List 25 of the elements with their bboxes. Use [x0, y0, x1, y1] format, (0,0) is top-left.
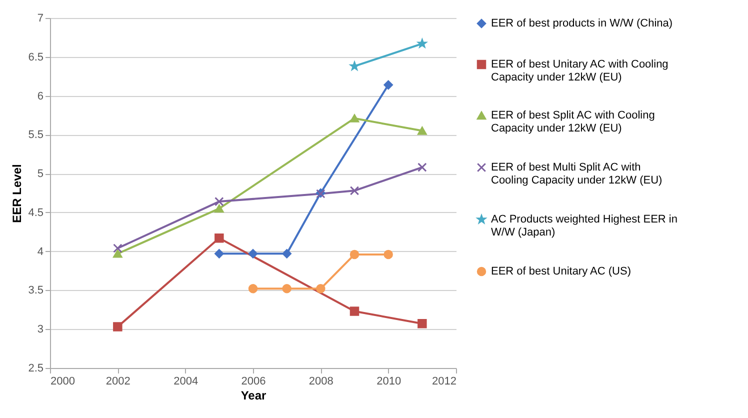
- y-tick-label: 3: [37, 324, 44, 336]
- x-tick-label: 2012: [432, 376, 456, 388]
- y-tick-label: 6.5: [28, 51, 44, 64]
- y-tick-label: 4.5: [28, 206, 44, 219]
- legend-label: EER of best products in W/W (China): [491, 18, 673, 30]
- y-tick-label: 4: [37, 246, 44, 258]
- x-axis-title: Year: [240, 388, 267, 402]
- y-tick-label: 3.5: [28, 284, 44, 297]
- y-tick-label: 5.5: [28, 129, 44, 142]
- legend-label: EER of best Unitary AC with Cooling Capacity under 12kW (EU): [491, 58, 668, 84]
- x-tick-label: 2010: [376, 376, 402, 388]
- x-tick-label: 2006: [241, 376, 266, 388]
- y-tick-label: 6: [37, 90, 44, 102]
- x-tick-label: 2008: [308, 376, 334, 388]
- legend-label: EER of best Multi Split AC with Cooling Capacity under 12kW (EU): [491, 162, 662, 186]
- y-tick-label: 2.5: [28, 362, 44, 374]
- y-axis-title: EER Level: [10, 164, 24, 223]
- legend-label: AC Products weighted Highest EER in W/W (Japan): [491, 214, 678, 238]
- legend-label: EER of best Unitary AC (US): [491, 266, 631, 278]
- y-tick-label: 5: [37, 168, 44, 180]
- x-tick-label: 2000: [50, 376, 75, 388]
- x-tick-label: 2002: [106, 376, 130, 388]
- x-tick-label: 2004: [174, 376, 198, 388]
- legend-label: EER of best Split AC with Cooling Capacity under 12kW (EU): [491, 110, 655, 134]
- y-tick-label: 7: [37, 12, 44, 24]
